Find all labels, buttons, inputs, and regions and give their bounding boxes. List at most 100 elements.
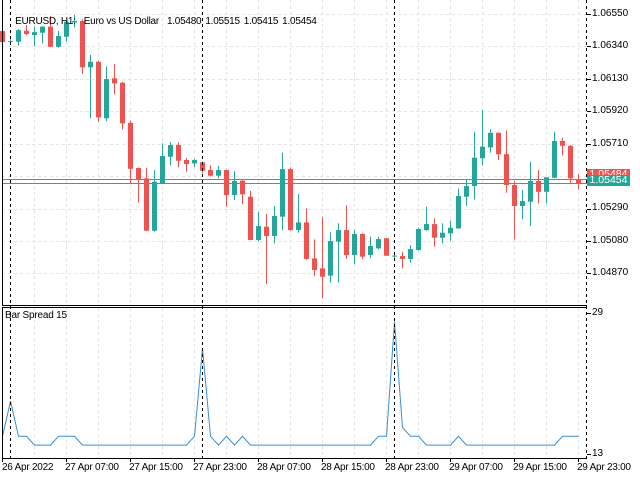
candle-body: [136, 168, 141, 180]
candle: [344, 205, 349, 259]
candle-body: [232, 180, 237, 196]
spread-polyline: [2, 321, 579, 446]
candle: [368, 236, 373, 259]
candle-body: [544, 177, 549, 192]
time-label: 27 Apr 15:00: [129, 462, 183, 473]
candle: [304, 208, 309, 261]
candle: [320, 217, 325, 299]
time-label: 29 Apr 23:00: [577, 462, 631, 473]
candle: [416, 227, 421, 251]
candle: [544, 176, 549, 204]
ohlc-high: 1.05515: [205, 16, 240, 27]
time-label: 28 Apr 15:00: [321, 462, 375, 473]
candlesticks: [0, 14, 581, 299]
time-label: 28 Apr 07:00: [257, 462, 311, 473]
candle: [64, 20, 69, 42]
candle-body: [440, 232, 445, 238]
candle-body: [352, 233, 357, 255]
candle: [280, 152, 285, 231]
candle: [96, 60, 101, 122]
bid-price-label: 1.05454: [587, 175, 630, 186]
candle: [360, 233, 365, 260]
candle-body: [80, 21, 85, 68]
candle: [488, 129, 493, 153]
candle: [536, 170, 541, 204]
candle: [384, 237, 389, 257]
indicator-title: Bar Spread 15: [5, 310, 67, 321]
candle: [296, 193, 301, 233]
candle-body: [128, 122, 133, 169]
candle-body: [296, 222, 301, 231]
candle-body: [216, 170, 221, 176]
candle-body: [480, 146, 485, 159]
candle-body: [240, 180, 245, 195]
candle: [80, 19, 85, 74]
candle-body: [512, 185, 517, 207]
candle: [248, 191, 253, 241]
candle-body: [536, 180, 541, 192]
chart-title: EURUSD, H1: Euro vs US Dollar 1.05480 1.055…: [5, 4, 321, 40]
candle-body: [88, 61, 93, 68]
candle: [24, 25, 29, 36]
candle: [72, 14, 77, 28]
candle: [552, 131, 557, 179]
candle: [232, 171, 237, 200]
candle-body: [40, 26, 45, 33]
price-label: 1.06130: [592, 73, 629, 84]
candle-body: [176, 145, 181, 161]
candle-body: [48, 26, 53, 47]
candle: [136, 167, 141, 203]
candle: [336, 223, 341, 283]
candle: [576, 173, 581, 190]
candle: [184, 157, 189, 172]
candle-body: [272, 216, 277, 236]
candle: [264, 214, 269, 284]
candle-body: [568, 145, 573, 179]
candle-body: [160, 155, 165, 184]
price-label: 1.04870: [592, 267, 629, 278]
period-separators: [10, 0, 587, 458]
candle-body: [424, 224, 429, 231]
candle: [528, 161, 533, 227]
candle-body: [504, 154, 509, 186]
candle-body: [448, 227, 453, 234]
candle-body: [56, 35, 61, 47]
symbol-timeframe: EURUSD, H1:: [15, 16, 76, 27]
candle-body: [416, 229, 421, 251]
symbol-description: Euro vs US Dollar: [83, 16, 159, 27]
candle: [40, 26, 45, 44]
candle: [424, 206, 429, 231]
candle-body: [24, 30, 29, 34]
candle-body: [336, 230, 341, 242]
candle-body: [328, 241, 333, 276]
candle: [496, 132, 501, 160]
time-label: 29 Apr 15:00: [513, 462, 567, 473]
candle-body: [560, 140, 565, 146]
candle-body: [288, 169, 293, 231]
candle-body: [152, 181, 157, 231]
candle-body: [112, 78, 117, 84]
candle-body: [456, 195, 461, 229]
candle: [168, 141, 173, 166]
candle-body: [144, 178, 149, 231]
candle: [16, 29, 21, 46]
time-label: 29 Apr 07:00: [449, 462, 503, 473]
candle-body: [256, 226, 261, 240]
candle: [152, 170, 157, 232]
candle: [512, 180, 517, 240]
candle-body: [280, 169, 285, 217]
candle-body: [520, 201, 525, 207]
candle-body: [8, 41, 13, 43]
candle-body: [464, 186, 469, 197]
candle: [352, 230, 357, 265]
candle-body: [488, 132, 493, 148]
candle-body: [32, 32, 37, 36]
candle: [312, 239, 317, 276]
candle: [520, 190, 525, 220]
candle-body: [312, 258, 317, 271]
candle: [176, 142, 181, 168]
candle-body: [320, 268, 325, 277]
candle-body: [496, 132, 501, 155]
